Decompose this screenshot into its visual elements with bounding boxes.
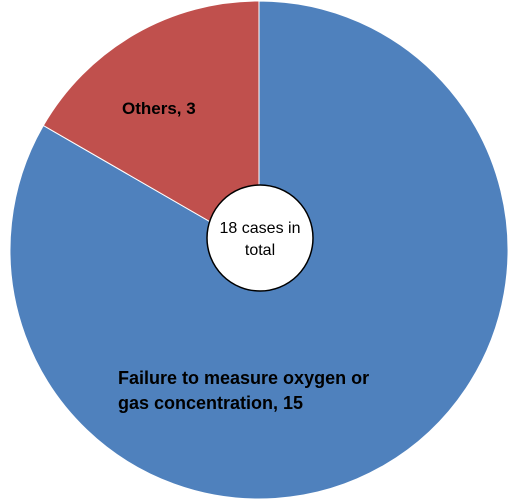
data-label: Others, 3 (122, 99, 196, 118)
data-label: Failure to measure oxygen or gas concent… (118, 368, 370, 413)
center-annotation: 18 cases in total (219, 220, 301, 259)
center-circle (206, 184, 314, 292)
pie-slice (42, 0, 260, 251)
